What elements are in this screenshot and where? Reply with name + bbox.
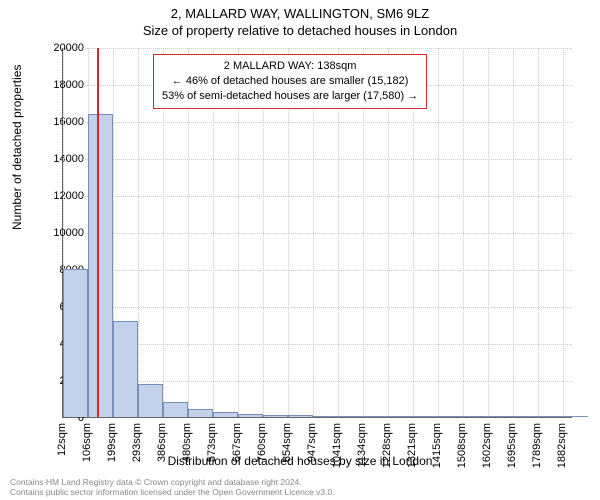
x-tick-label: 1415sqm — [431, 423, 443, 468]
gridline-h — [63, 307, 572, 308]
x-tick-label: 1695sqm — [506, 423, 518, 468]
chart-title: 2, MALLARD WAY, WALLINGTON, SM6 9LZ — [0, 6, 600, 21]
histogram-bar — [138, 384, 163, 417]
x-tick-label: 1789sqm — [531, 423, 543, 468]
x-tick-label: 1508sqm — [456, 423, 468, 468]
x-tick-label: 667sqm — [231, 423, 243, 462]
x-tick-label: 386sqm — [156, 423, 168, 462]
x-tick-label: 1041sqm — [331, 423, 343, 468]
gridline-h — [63, 122, 572, 123]
chart-subtitle: Size of property relative to detached ho… — [0, 23, 600, 38]
x-tick-label: 854sqm — [281, 423, 293, 462]
x-tick-label: 12sqm — [56, 423, 68, 456]
histogram-bar — [188, 409, 213, 417]
histogram-bar — [463, 416, 488, 417]
histogram-bar — [263, 415, 288, 417]
footer-line2: Contains public sector information licen… — [10, 487, 335, 498]
histogram-bar — [113, 321, 138, 417]
gridline-v — [563, 48, 564, 417]
gridline-h — [63, 233, 572, 234]
annotation-line2: ← 46% of detached houses are smaller (15… — [162, 74, 418, 89]
gridline-v — [538, 48, 539, 417]
annotation-line3: 53% of semi-detached houses are larger (… — [162, 89, 418, 104]
plot-area: 2 MALLARD WAY: 138sqm ← 46% of detached … — [62, 48, 572, 418]
histogram-bar — [163, 402, 188, 417]
histogram-bar — [363, 416, 388, 417]
gridline-v — [488, 48, 489, 417]
x-tick-label: 760sqm — [256, 423, 268, 462]
histogram-bar — [63, 269, 88, 417]
histogram-bar — [538, 416, 563, 417]
histogram-bar — [338, 416, 363, 417]
x-tick-label: 293sqm — [131, 423, 143, 462]
histogram-bar — [413, 416, 438, 417]
x-tick-label: 947sqm — [306, 423, 318, 462]
x-tick-label: 1134sqm — [356, 423, 368, 467]
title-block: 2, MALLARD WAY, WALLINGTON, SM6 9LZ Size… — [0, 0, 600, 38]
footer-line1: Contains HM Land Registry data © Crown c… — [10, 477, 335, 488]
histogram-bar — [213, 412, 238, 417]
x-tick-label: 1882sqm — [556, 423, 568, 468]
gridline-h — [63, 159, 572, 160]
gridline-v — [438, 48, 439, 417]
y-axis-label: Number of detached properties — [10, 65, 24, 230]
gridline-h — [63, 344, 572, 345]
histogram-bar — [513, 416, 538, 417]
histogram-bar — [88, 114, 113, 417]
histogram-bar — [313, 416, 338, 417]
gridline-v — [138, 48, 139, 417]
gridline-h — [63, 270, 572, 271]
gridline-h — [63, 196, 572, 197]
x-tick-label: 480sqm — [181, 423, 193, 462]
histogram-bar — [388, 416, 413, 417]
gridline-v — [463, 48, 464, 417]
histogram-bar — [563, 416, 588, 417]
gridline-v — [513, 48, 514, 417]
property-marker-line — [97, 48, 99, 417]
chart-area: 2 MALLARD WAY: 138sqm ← 46% of detached … — [62, 48, 572, 418]
gridline-h — [63, 48, 572, 49]
footer-attribution: Contains HM Land Registry data © Crown c… — [10, 477, 335, 498]
histogram-bar — [438, 416, 463, 417]
histogram-bar — [288, 415, 313, 417]
x-tick-label: 106sqm — [81, 423, 93, 462]
x-tick-label: 1321sqm — [406, 423, 418, 468]
gridline-h — [63, 381, 572, 382]
x-tick-label: 1228sqm — [381, 423, 393, 468]
x-tick-label: 573sqm — [206, 423, 218, 462]
x-tick-label: 1602sqm — [481, 423, 493, 468]
annotation-box: 2 MALLARD WAY: 138sqm ← 46% of detached … — [153, 54, 427, 109]
histogram-bar — [488, 416, 513, 417]
annotation-line1: 2 MALLARD WAY: 138sqm — [162, 59, 418, 74]
histogram-bar — [238, 414, 263, 417]
x-tick-label: 199sqm — [106, 423, 118, 462]
